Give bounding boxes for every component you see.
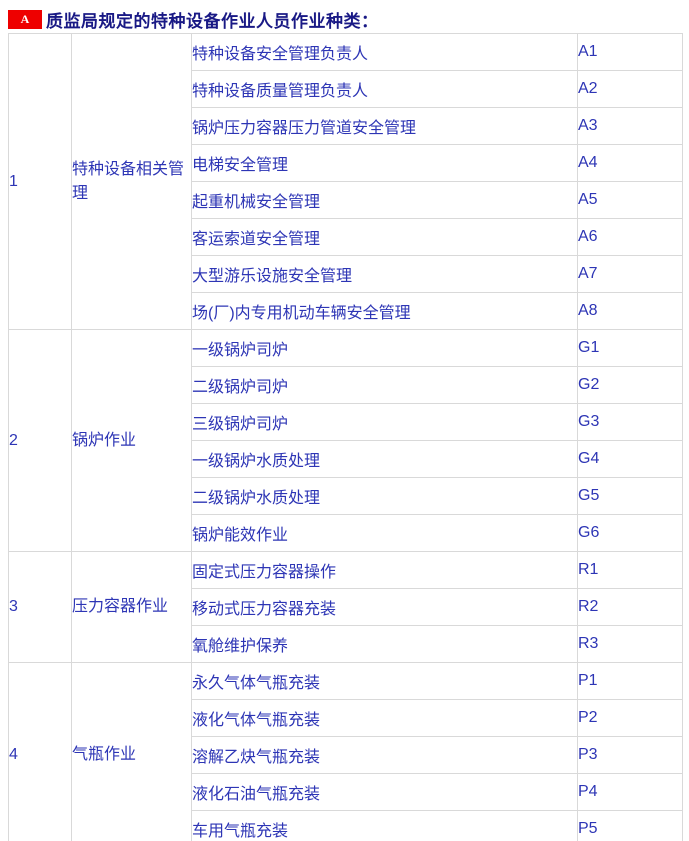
table-row: 液化气体气瓶充装 P2 [9,699,683,737]
table-row: 氧舱维护保养 R3 [9,625,683,663]
job-code: A3 [577,107,683,145]
job-name: 液化石油气瓶充装 [191,773,578,811]
job-code: R3 [577,625,683,663]
job-code: A6 [577,218,683,256]
job-name: 二级锅炉水质处理 [191,477,578,515]
job-code: A2 [577,70,683,108]
group-number: 4 [8,662,72,841]
job-code: G6 [577,514,683,552]
job-code: G2 [577,366,683,404]
job-code: P1 [577,662,683,700]
job-code: G4 [577,440,683,478]
job-name: 二级锅炉司炉 [191,366,578,404]
job-code: A1 [577,33,683,71]
table-row: 起重机械安全管理 A5 [9,181,683,219]
job-name: 特种设备安全管理负责人 [191,33,578,71]
group-category: 锅炉作业 [71,329,192,552]
job-code: A5 [577,181,683,219]
job-name: 永久气体气瓶充装 [191,662,578,700]
job-code: R1 [577,551,683,589]
job-name: 固定式压力容器操作 [191,551,578,589]
job-name: 移动式压力容器充装 [191,588,578,626]
table-row: 溶解乙炔气瓶充装 P3 [9,736,683,774]
table-row: 三级锅炉司炉 G3 [9,403,683,441]
job-categories-table: 1 特种设备相关管理 特种设备安全管理负责人 A1 特种设备质量管理负责人 A2… [8,33,683,841]
job-name: 客运索道安全管理 [191,218,578,256]
job-name: 车用气瓶充装 [191,810,578,841]
job-name: 一级锅炉司炉 [191,329,578,367]
table-row: 移动式压力容器充装 R2 [9,588,683,626]
table-row: 1 特种设备相关管理 特种设备安全管理负责人 A1 [8,33,683,330]
job-name: 锅炉压力容器压力管道安全管理 [191,107,578,145]
job-code: P4 [577,773,683,811]
job-name: 锅炉能效作业 [191,514,578,552]
job-name: 溶解乙炔气瓶充装 [191,736,578,774]
job-name: 起重机械安全管理 [191,181,578,219]
table-row: 2 锅炉作业 一级锅炉司炉 G1 [8,329,683,552]
table-row: 3 压力容器作业 固定式压力容器操作 R1 [8,551,683,663]
table-row: 特种设备质量管理负责人 A2 [9,70,683,108]
job-name: 氧舱维护保养 [191,625,578,663]
job-code: P5 [577,810,683,841]
group-number: 3 [8,551,72,663]
table-row: 大型游乐设施安全管理 A7 [9,255,683,293]
table-row: 二级锅炉水质处理 G5 [9,477,683,515]
group-number: 1 [8,33,72,330]
group-number: 2 [8,329,72,552]
job-name: 场(厂)内专用机动车辆安全管理 [191,292,578,330]
job-code: A8 [577,292,683,330]
table-row: 电梯安全管理 A4 [9,144,683,182]
job-name: 大型游乐设施安全管理 [191,255,578,293]
job-name: 一级锅炉水质处理 [191,440,578,478]
section-badge: A [8,10,42,29]
job-name: 特种设备质量管理负责人 [191,70,578,108]
job-code: P3 [577,736,683,774]
job-name: 液化气体气瓶充装 [191,699,578,737]
job-code: G3 [577,403,683,441]
group-category: 特种设备相关管理 [71,33,192,330]
page-title: 质监局规定的特种设备作业人员作业种类： [46,12,379,31]
group-category: 气瓶作业 [71,662,192,841]
job-code: R2 [577,588,683,626]
job-code: G1 [577,329,683,367]
table-row: 车用气瓶充装 P5 [9,810,683,841]
table-row: 液化石油气瓶充装 P4 [9,773,683,811]
table-row: 4 气瓶作业 永久气体气瓶充装 P1 [8,662,683,841]
job-code: P2 [577,699,683,737]
table-row: 客运索道安全管理 A6 [9,218,683,256]
job-name: 电梯安全管理 [191,144,578,182]
job-name: 三级锅炉司炉 [191,403,578,441]
job-code: G5 [577,477,683,515]
table-row: 锅炉压力容器压力管道安全管理 A3 [9,107,683,145]
job-code: A7 [577,255,683,293]
table-row: 场(厂)内专用机动车辆安全管理 A8 [9,292,683,330]
group-category: 压力容器作业 [71,551,192,663]
table-row: 锅炉能效作业 G6 [9,514,683,552]
table-row: 二级锅炉司炉 G2 [9,366,683,404]
job-code: A4 [577,144,683,182]
section-header: A 质监局规定的特种设备作业人员作业种类： [8,7,379,32]
